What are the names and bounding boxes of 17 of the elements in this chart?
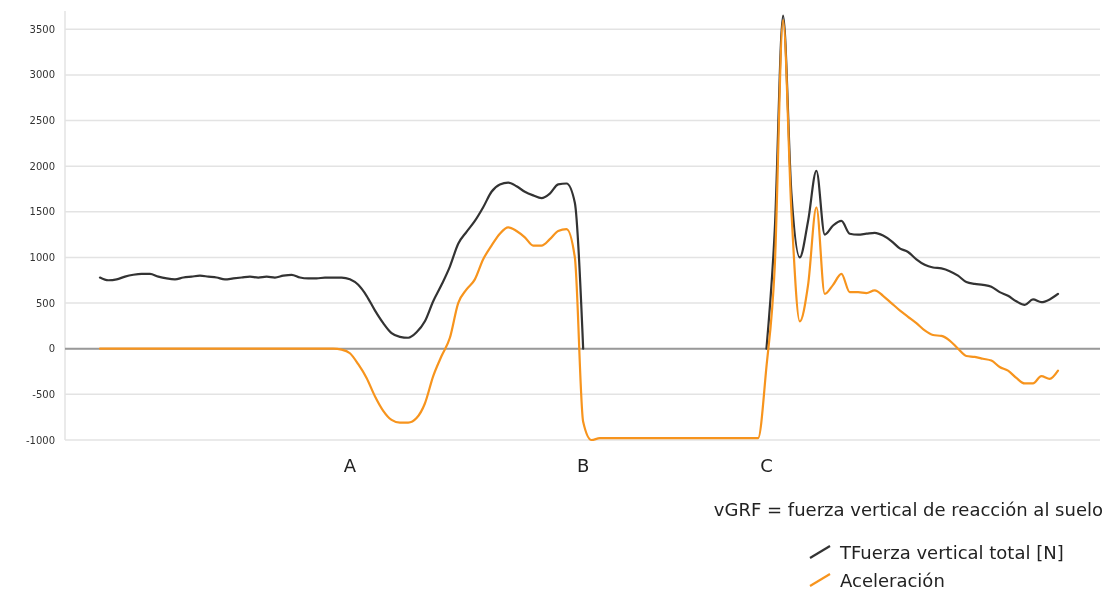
x-tick-label: B — [576, 455, 590, 476]
x-tick-label: C — [760, 455, 773, 476]
y-tick-label: -1000 — [25, 434, 55, 446]
y-tick-label: 500 — [35, 297, 55, 309]
y-tick-label: 2500 — [29, 115, 55, 127]
y-tick-label: 1000 — [29, 251, 55, 263]
x-tick-label: A — [343, 455, 357, 476]
text: vGRF = fuerza vertical de reacción al suelo — [713, 499, 1103, 520]
line-series — [98, 19, 1060, 442]
y-tick-label: 3500 — [29, 23, 55, 35]
legend-label: Aceleración — [840, 570, 945, 592]
y-tick-label: 3000 — [29, 69, 55, 81]
y-tick-label: 2000 — [29, 160, 55, 172]
legend-label: TFuerza vertical total [N] — [839, 542, 1064, 564]
y-tick-label: -500 — [32, 388, 55, 400]
y-tick-label: 1500 — [29, 206, 55, 218]
y-tick-label: 0 — [48, 343, 55, 355]
